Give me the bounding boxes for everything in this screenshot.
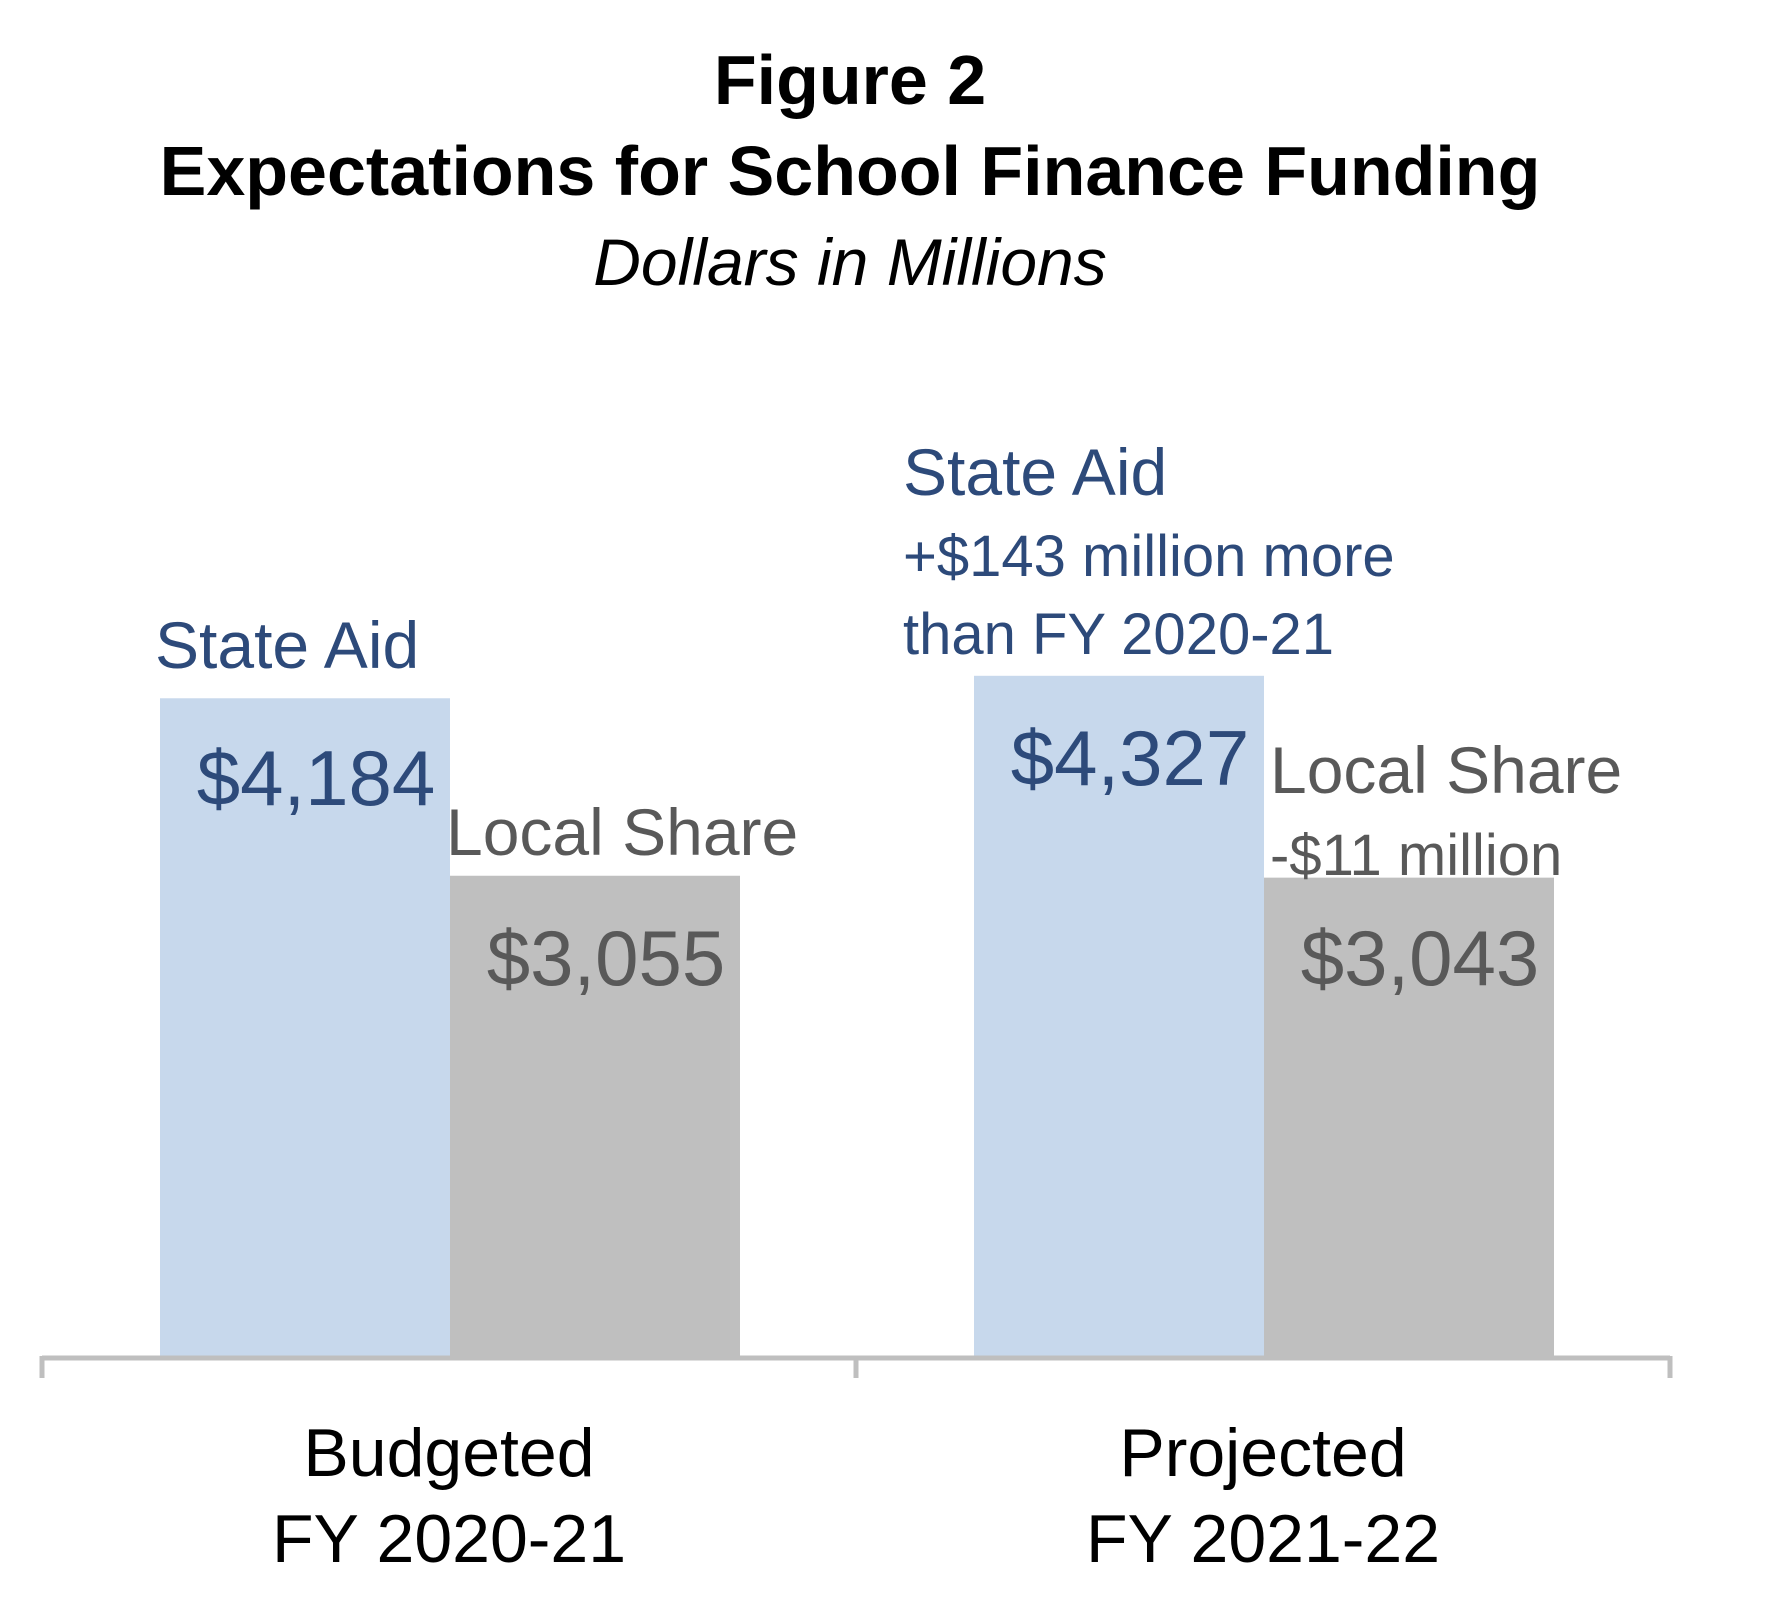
bar-local-share-budgeted [450, 875, 740, 1356]
bar-state-aid-projected [974, 675, 1264, 1356]
bar-state-aid-budgeted [160, 698, 450, 1356]
bars-group [160, 675, 1554, 1356]
category-label-budgeted-line1: Budgeted [303, 1415, 594, 1491]
category-label-budgeted-line2: FY 2020-21 [272, 1501, 626, 1577]
value-label-local-budgeted: $3,055 [487, 914, 726, 1002]
bar-local-share-projected [1264, 877, 1554, 1356]
chart-title: Figure 2 [714, 41, 986, 119]
value-label-state-budgeted: $4,184 [197, 734, 436, 822]
value-label-local-projected: $3,043 [1301, 914, 1540, 1002]
annotation-state-aid-budgeted: State Aid [155, 608, 419, 682]
annotation-local-share-budgeted: Local Share [446, 795, 798, 869]
category-label-projected-line2: FY 2021-22 [1086, 1501, 1440, 1577]
units-note: Dollars in Millions [593, 225, 1106, 299]
annotation-local-share-projected-change: -$11 million [1270, 823, 1562, 888]
annotation-local-share-projected: Local Share [1270, 733, 1622, 807]
annotation-state-aid-projected-change: +$143 million more [903, 524, 1395, 589]
x-axis [39, 1355, 1673, 1378]
annotation-state-aid-projected-compare: than FY 2020-21 [903, 602, 1334, 667]
annotation-state-aid-projected: State Aid [903, 435, 1167, 509]
chart-subtitle: Expectations for School Finance Funding [160, 132, 1541, 210]
value-label-state-projected: $4,327 [1011, 714, 1250, 802]
category-label-projected-line1: Projected [1119, 1415, 1406, 1491]
